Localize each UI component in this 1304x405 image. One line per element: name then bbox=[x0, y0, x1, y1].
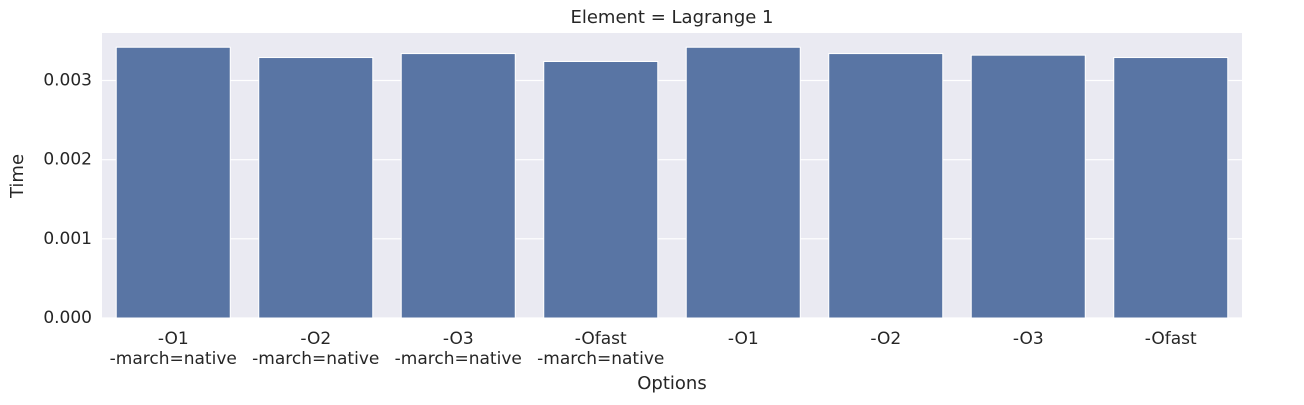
x-tick-label: -Ofast -march=native bbox=[537, 329, 665, 369]
bar bbox=[1113, 57, 1229, 319]
x-tick-label: -O1 -march=native bbox=[109, 329, 237, 369]
bar bbox=[970, 54, 1086, 319]
y-tick-label: 0.001 bbox=[43, 229, 92, 249]
x-tick-label: -O3 bbox=[1012, 329, 1044, 349]
bar bbox=[685, 46, 801, 319]
bar bbox=[828, 53, 944, 319]
bar bbox=[543, 61, 659, 319]
y-tick-label: 0.003 bbox=[43, 71, 92, 91]
bar bbox=[115, 46, 231, 319]
y-tick-label: 0.002 bbox=[43, 150, 92, 170]
bar bbox=[258, 57, 374, 319]
y-axis-label: Time bbox=[7, 154, 28, 199]
x-tick-label: -Ofast bbox=[1144, 329, 1197, 349]
chart-title: Element = Lagrange 1 bbox=[570, 7, 773, 28]
x-tick-label: -O1 bbox=[727, 329, 759, 349]
x-tick-label: -O2 bbox=[870, 329, 902, 349]
y-tick-label: 0.000 bbox=[43, 308, 92, 328]
x-axis-label: Options bbox=[637, 373, 706, 394]
bar bbox=[400, 53, 516, 319]
x-tick-label: -O3 -march=native bbox=[394, 329, 522, 369]
x-tick-label: -O2 -march=native bbox=[252, 329, 380, 369]
